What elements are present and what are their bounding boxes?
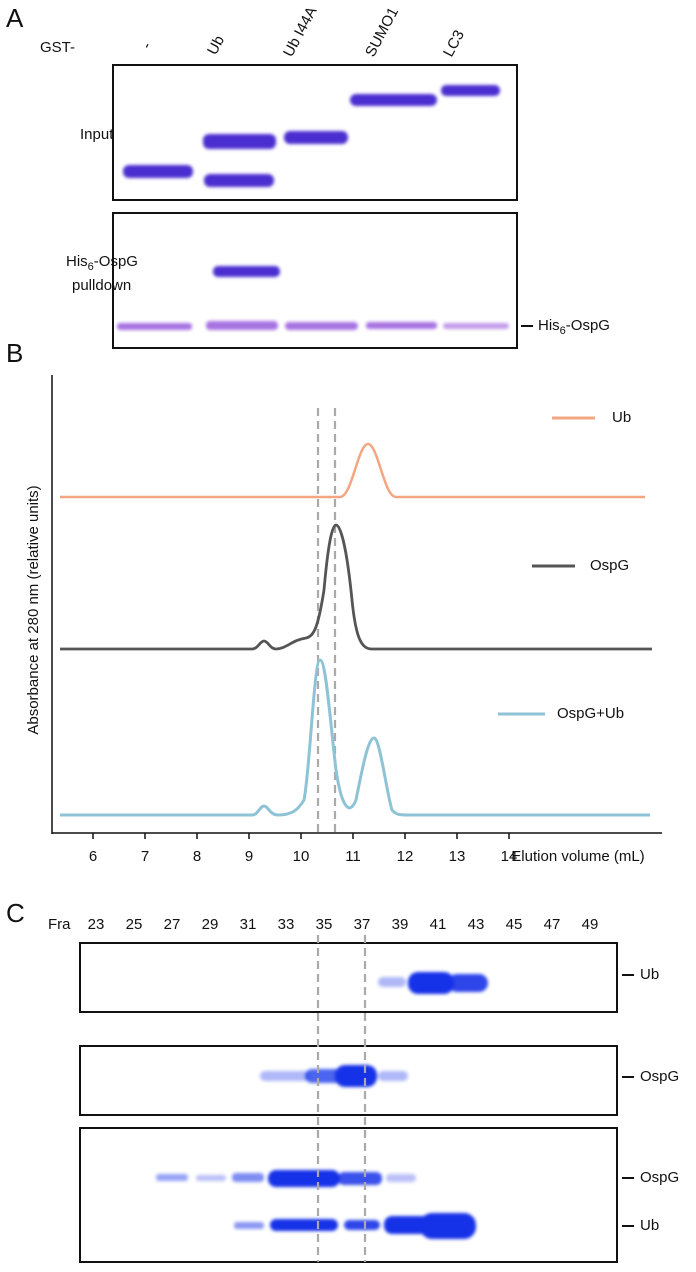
legend-label: OspG+Ub [557,705,624,722]
gel-marker: OspG [640,1068,679,1085]
gel-marker: Ub [640,1217,659,1234]
marker-ticks [622,974,634,1227]
lane-label: Ub [204,33,228,58]
gel-marker: Ub [640,966,659,983]
gel-ub [79,942,618,1013]
y-axis-label: Absorbance at 280 nm (relative units) [25,485,42,734]
label-part: His [66,253,88,270]
lane-label: LC3 [440,27,468,59]
fraction-label: 29 [202,916,219,933]
lane-label: Ub I44A [280,4,320,60]
x-tick-label: 9 [245,848,253,865]
fraction-label: 47 [544,916,561,933]
label-sub: 6 [560,325,566,337]
gel-marker: OspG [640,1169,679,1186]
gel-bands [123,85,500,277]
gel-bands [156,972,488,1239]
panel-label: B [6,338,23,368]
x-tick-label: 7 [141,848,149,865]
lane-label: - [138,39,155,51]
trace-ospg-ub [60,658,650,817]
gel-bands [117,321,509,330]
x-tick-label: 13 [449,848,466,865]
fraction-label: 41 [430,916,447,933]
fraction-label: 25 [126,916,143,933]
fraction-label: 43 [468,916,485,933]
x-tick-label: 11 [345,848,361,865]
gel-mix [79,1127,618,1263]
label-sub: 6 [88,261,94,273]
x-ticks: 6 7 8 9 10 11 12 13 14 [89,833,518,865]
label-part: -OspG [94,253,138,270]
fraction-label: 39 [392,916,409,933]
fractions: 23 25 27 29 31 33 35 37 39 41 43 45 47 49 [88,916,599,933]
fraction-label: 35 [316,916,333,933]
fraction-prefix: Fra [48,916,71,933]
fraction-label: 45 [506,916,523,933]
gst-prefix: GST- [40,39,75,56]
fraction-label: 49 [582,916,599,933]
x-tick-label: 14 [501,848,518,865]
x-tick-label: 12 [397,848,414,865]
pulldown-label: pulldown [72,277,131,294]
label-part: His [538,317,560,334]
x-axis-label: Elution volume (mL) [511,848,644,865]
trace-ospg [60,523,652,651]
fraction-label: 31 [240,916,257,933]
fraction-label: 27 [164,916,181,933]
input-label: Input [80,126,114,143]
panel-label: C [6,898,25,928]
pulldown-label: His6-OspG [66,253,138,273]
x-tick-label: 10 [293,848,310,865]
fraction-label: 37 [354,916,371,933]
legend-label: OspG [590,557,629,574]
marker-label: His6-OspG [538,317,610,337]
fraction-label: 33 [278,916,295,933]
x-tick-label: 6 [89,848,97,865]
x-tick-label: 8 [193,848,201,865]
trace-ub [60,442,645,499]
legend-label: Ub [612,409,631,426]
label-part: -OspG [566,317,610,334]
fraction-label: 23 [88,916,105,933]
lane-label: SUMO1 [362,5,402,60]
panel-label: A [6,3,24,33]
